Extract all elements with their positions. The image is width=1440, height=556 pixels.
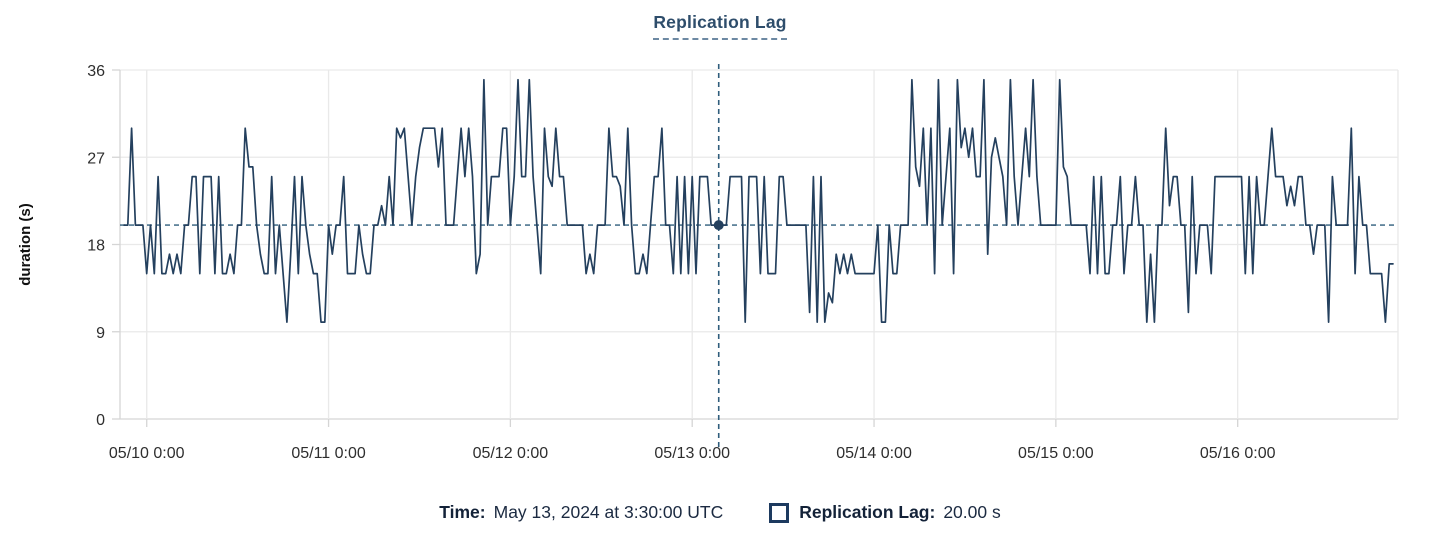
tooltip-bar: Time: May 13, 2024 at 3:30:00 UTC Replic…	[0, 502, 1440, 523]
plot-area[interactable]: 0 9 18 27 36 05/10 0:00 05/11 0:00 05/12 0:00 05…	[0, 0, 1440, 500]
x-tick-label: 05/14 0:00	[836, 445, 912, 462]
y-tick-label: 18	[87, 238, 105, 255]
x-tick-label: 05/16 0:00	[1200, 445, 1276, 462]
x-tick-label: 05/15 0:00	[1018, 445, 1094, 462]
chart-header: Replication Lag	[0, 12, 1440, 40]
y-tick-label: 9	[96, 325, 105, 342]
series-line	[123, 78, 1394, 323]
tooltip-time-label: Time:	[439, 502, 486, 522]
series-legend-swatch-icon[interactable]	[769, 502, 790, 523]
x-tick-label: 05/13 0:00	[654, 445, 730, 462]
tooltip-series-group[interactable]: Replication Lag: 20.00 s	[769, 502, 1001, 523]
crosshair-dot[interactable]	[713, 220, 724, 231]
chart-title-legend[interactable]: Replication Lag	[653, 12, 787, 40]
y-tick-label: 36	[87, 63, 105, 80]
y-tick-label: 0	[96, 412, 105, 429]
y-axis-title: duration (s)	[17, 203, 34, 286]
tooltip-time-group: Time: May 13, 2024 at 3:30:00 UTC	[439, 502, 723, 523]
x-tick-label: 05/10 0:00	[109, 445, 185, 462]
y-tick-label: 27	[87, 150, 105, 167]
x-tick-label: 05/11 0:00	[291, 445, 366, 462]
tooltip-series-label: Replication Lag:	[799, 502, 936, 522]
tooltip-time-value: May 13, 2024 at 3:30:00 UTC	[493, 502, 724, 522]
tooltip-series-value: 20.00 s	[943, 502, 1001, 522]
x-tick-label: 05/12 0:00	[473, 445, 549, 462]
